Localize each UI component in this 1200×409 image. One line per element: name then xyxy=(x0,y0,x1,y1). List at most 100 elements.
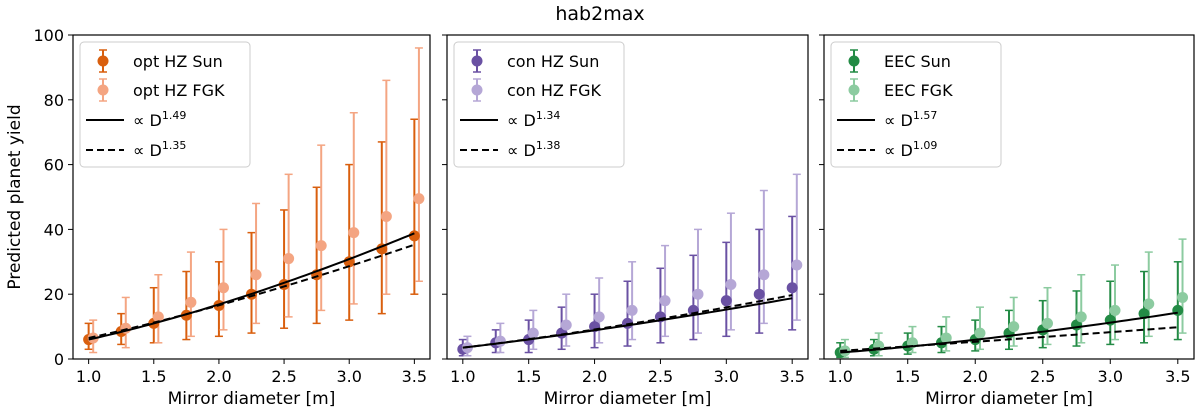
data-point xyxy=(348,227,360,239)
data-point xyxy=(940,332,952,344)
panel-2: 1.0 1.5 2.0 2.5 3.0 3.5 Mirror diameter [m] con… xyxy=(442,34,809,409)
x-axis-label: Mirror diameter [m] xyxy=(544,389,712,409)
y-tick-label: 20 xyxy=(44,285,64,304)
data-point xyxy=(408,230,420,242)
x-tick-label: 2.5 xyxy=(648,367,673,386)
x-tick-label: 3.5 xyxy=(1165,367,1190,386)
data-point xyxy=(758,269,770,281)
x-axis-label: Mirror diameter [m] xyxy=(925,389,1093,409)
legend-fit-label: ∝ D1.35 xyxy=(133,139,186,160)
y-tick-label: 40 xyxy=(44,220,64,239)
data-point xyxy=(720,295,732,307)
legend-marker xyxy=(97,84,109,96)
x-tick-label: 3.0 xyxy=(1098,367,1123,386)
data-point xyxy=(250,269,262,281)
axes-frame xyxy=(72,34,431,360)
data-point xyxy=(217,282,229,294)
x-tick-label: 3.5 xyxy=(402,367,427,386)
legend-label: opt HZ FGK xyxy=(133,81,225,100)
data-point xyxy=(725,278,737,290)
legend: EEC Sun EEC FGK ∝ D1.57 ∝ D1.09 xyxy=(830,41,1002,168)
x-tick-label: 1.5 xyxy=(516,367,541,386)
series-1 xyxy=(458,215,797,357)
legend-fit-label: ∝ D1.57 xyxy=(884,109,937,130)
legend-marker xyxy=(848,84,860,96)
legend-fit-label: ∝ D1.38 xyxy=(507,139,560,160)
data-point xyxy=(753,288,765,300)
data-point xyxy=(413,193,425,205)
data-point xyxy=(380,210,392,222)
data-point xyxy=(1075,311,1087,323)
panels: 1.0 1.5 2.0 2.5 3.0 3.5 0 20 40 60 80 100 Mirror dia… xyxy=(5,26,1195,409)
y-tick-label: 100 xyxy=(33,26,64,45)
panel-3: 1.0 1.5 2.0 2.5 3.0 3.5 Mirror diameter [m] EEC… xyxy=(819,34,1195,409)
data-point xyxy=(494,335,506,347)
axes-frame xyxy=(446,34,809,360)
legend-fit-label: ∝ D1.34 xyxy=(507,109,560,130)
data-point xyxy=(283,253,295,265)
series-2 xyxy=(840,238,1187,359)
x-tick-label: 2.0 xyxy=(963,367,988,386)
data-point xyxy=(152,311,164,323)
series-2 xyxy=(89,47,423,354)
plot-area xyxy=(83,47,425,354)
data-point xyxy=(1143,298,1155,310)
y-axis-label: Predicted planet yield xyxy=(5,104,25,289)
legend-label: EEC FGK xyxy=(884,81,953,100)
data-point xyxy=(593,311,605,323)
data-point xyxy=(1041,317,1053,329)
figure-suptitle: hab2max xyxy=(555,3,644,25)
x-axis-label: Mirror diameter [m] xyxy=(168,389,336,409)
y-tick-label: 60 xyxy=(44,156,64,175)
data-point xyxy=(527,327,539,339)
data-point xyxy=(185,296,197,308)
legend-marker xyxy=(848,55,860,67)
fit-line-dashed xyxy=(462,294,793,349)
data-point xyxy=(692,288,704,300)
x-tick-label: 2.0 xyxy=(206,367,231,386)
fit-line-dashed xyxy=(88,243,415,339)
legend-fit-label: ∝ D1.09 xyxy=(884,139,937,160)
data-point xyxy=(1177,291,1189,303)
x-tick-label: 1.0 xyxy=(76,367,101,386)
x-tick-label: 1.0 xyxy=(827,367,852,386)
legend-marker xyxy=(97,55,109,67)
x-tick-label: 2.5 xyxy=(271,367,296,386)
data-point xyxy=(560,319,572,331)
y-tick-label: 80 xyxy=(44,91,64,110)
x-tick-label: 3.0 xyxy=(336,367,361,386)
plot-area xyxy=(834,238,1189,359)
data-point xyxy=(315,240,327,252)
legend: con HZ Sun con HZ FGK ∝ D1.34 ∝ D1.38 xyxy=(453,41,625,168)
plot-area xyxy=(457,173,803,357)
y-tick-label: 0 xyxy=(54,350,64,369)
legend-label: con HZ FGK xyxy=(507,81,601,100)
legend-box xyxy=(453,41,625,168)
legend-box xyxy=(79,41,251,168)
data-point xyxy=(1008,321,1020,333)
x-tick-label: 1.5 xyxy=(141,367,166,386)
x-tick-label: 2.5 xyxy=(1030,367,1055,386)
series-1 xyxy=(836,261,1182,359)
data-point xyxy=(626,304,638,316)
legend-label: con HZ Sun xyxy=(507,52,599,71)
series-2 xyxy=(463,173,801,357)
data-point xyxy=(659,295,671,307)
legend: opt HZ Sun opt HZ FGK ∝ D1.49 ∝ D1.35 xyxy=(79,41,251,168)
legend-fit-label: ∝ D1.49 xyxy=(133,109,186,130)
data-point xyxy=(786,282,798,294)
legend-label: EEC Sun xyxy=(884,52,951,71)
axes-frame xyxy=(823,34,1195,360)
x-tick-label: 3.5 xyxy=(779,367,804,386)
fit-line-dashed xyxy=(840,326,1178,352)
x-tick-label: 1.0 xyxy=(450,367,475,386)
x-tick-label: 3.0 xyxy=(714,367,739,386)
x-tick-label: 2.0 xyxy=(582,367,607,386)
legend-marker xyxy=(471,55,483,67)
legend-marker xyxy=(471,84,483,96)
x-tick-label: 1.5 xyxy=(895,367,920,386)
data-point xyxy=(974,327,986,339)
legend-box xyxy=(830,41,1002,168)
data-point xyxy=(791,259,803,271)
